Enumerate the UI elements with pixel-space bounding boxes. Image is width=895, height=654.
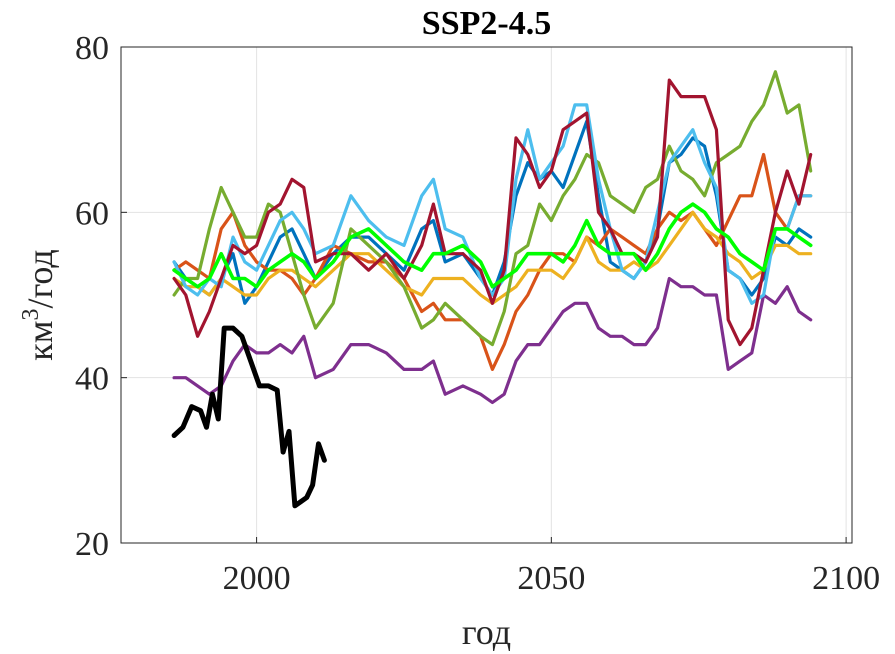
y-tick-label: 40 [75, 361, 109, 398]
y-axis-label-superscript: 3 [18, 308, 44, 320]
y-tick-label: 20 [75, 526, 109, 563]
axes [120, 46, 853, 544]
series-line-5 [172, 70, 813, 347]
x-axis-label: год [462, 612, 511, 652]
x-tick-label: 2100 [812, 560, 880, 597]
series-layer [171, 70, 813, 509]
x-tick-label: 2000 [223, 560, 291, 597]
series-line-6 [172, 103, 813, 305]
series-line-7 [172, 78, 813, 347]
chart-title: SSP2-4.5 [422, 5, 551, 42]
y-axis-label-rest: /год [20, 249, 60, 308]
x-tick-label: 2050 [517, 560, 585, 597]
y-tick-label: 80 [75, 30, 109, 67]
axes-box [120, 46, 853, 544]
y-axis-label: км3/год [18, 249, 60, 360]
y-axis-label-base: км [20, 320, 60, 360]
series-line-9 [171, 325, 327, 509]
series-line-8 [172, 202, 813, 289]
y-tick-label: 60 [75, 195, 109, 232]
tick-labels: 2000 2050 2100 20 40 60 80 [75, 30, 880, 597]
plot-area [121, 47, 852, 543]
series-line-2 [172, 152, 813, 371]
series-line-3 [172, 210, 813, 305]
series-line-4 [172, 276, 813, 405]
